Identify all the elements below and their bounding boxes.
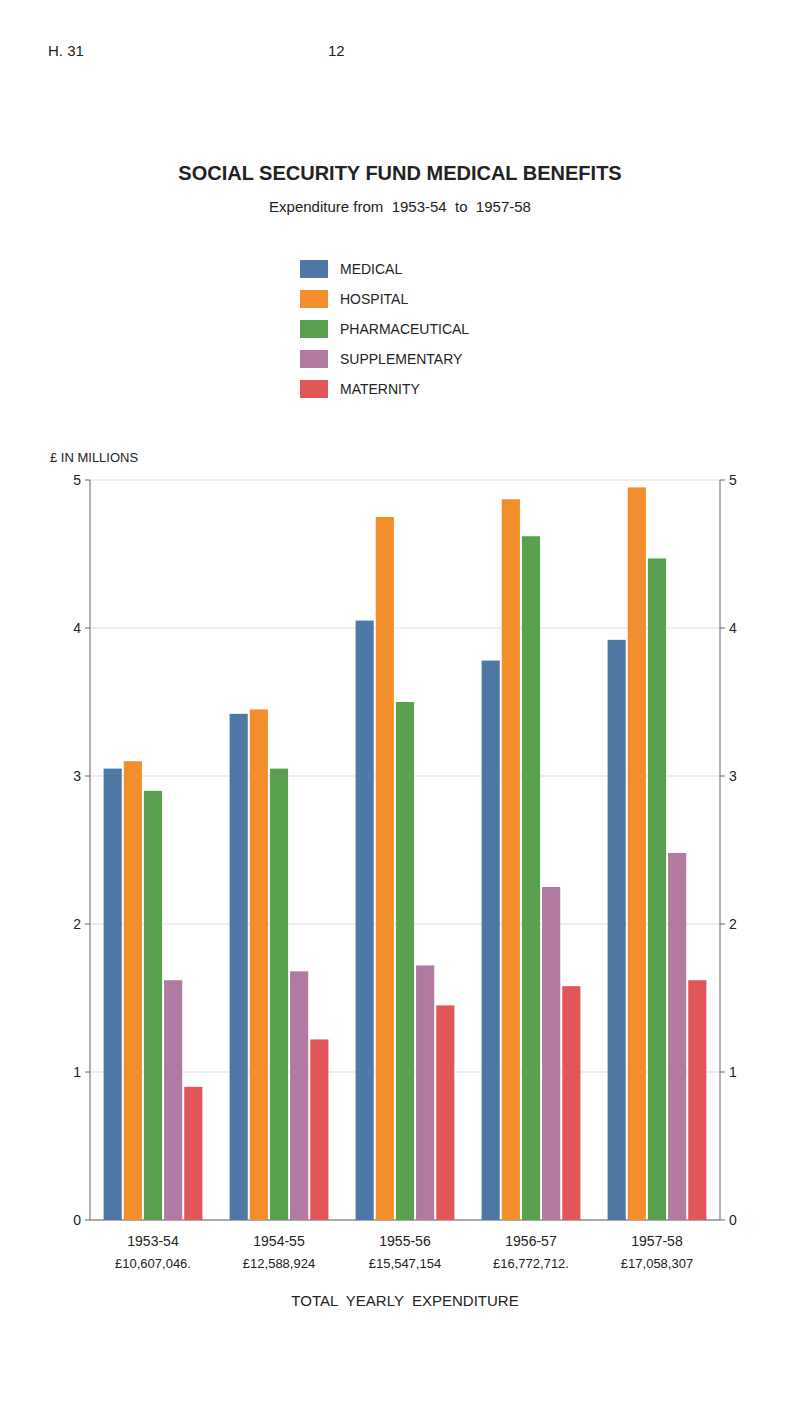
x-tick-label: 1955-56 (379, 1233, 431, 1249)
grid-line (90, 628, 720, 629)
category-annotation: £16,772,712. (493, 1256, 569, 1271)
y2-tick-label: 5 (729, 472, 737, 488)
y2-tick-label: 0 (729, 1212, 737, 1228)
bar (668, 853, 686, 1220)
bar (522, 536, 540, 1220)
x-tick-label: 1954-55 (253, 1233, 305, 1249)
category-annotation: £17,058,307 (621, 1256, 693, 1271)
bar (562, 986, 580, 1220)
bar (416, 965, 434, 1220)
x-tick-label: 1957-58 (631, 1233, 683, 1249)
y-tick (85, 480, 90, 481)
y2-tick (720, 1220, 725, 1221)
y-axis-line (90, 480, 91, 1220)
bar (270, 769, 288, 1220)
y-tick (85, 1220, 90, 1221)
axes: 0 1 2 3 4 5 0 1 2 3 4 5 (73, 472, 737, 1228)
bar (482, 661, 500, 1220)
y-axis-label: £ IN MILLIONS (50, 450, 138, 465)
bar (164, 980, 182, 1220)
bar (376, 517, 394, 1220)
y-tick-label: 4 (73, 620, 81, 636)
legend-swatch (300, 260, 328, 278)
bar (436, 1005, 454, 1220)
y-tick-label: 2 (73, 916, 81, 932)
y-tick (85, 776, 90, 777)
bar (250, 709, 268, 1220)
legend-swatch (300, 290, 328, 308)
bar (144, 791, 162, 1220)
category-annotation: £15,547,154 (369, 1256, 441, 1271)
y-tick-label: 5 (73, 472, 81, 488)
y2-tick-label: 1 (729, 1064, 737, 1080)
y2-tick-label: 4 (729, 620, 737, 636)
y-tick (85, 1072, 90, 1073)
bar (542, 887, 560, 1220)
legend-swatch (300, 320, 328, 338)
bar (648, 558, 666, 1220)
bar (502, 499, 520, 1220)
bar (184, 1087, 202, 1220)
title: SOCIAL SECURITY FUND MEDICAL BENEFITS (178, 162, 621, 184)
bar (396, 702, 414, 1220)
subtitle: Expenditure from 1953-54 to 1957-58 (269, 198, 531, 215)
bar (628, 487, 646, 1220)
y2-tick (720, 480, 725, 481)
y2-tick (720, 924, 725, 925)
x-tick-label: 1953-54 (127, 1233, 179, 1249)
bar (290, 971, 308, 1220)
grid-line (90, 480, 720, 481)
legend-swatch (300, 350, 328, 368)
legend-label: MEDICAL (340, 261, 402, 277)
legend-label: MATERNITY (340, 381, 421, 397)
bar (688, 980, 706, 1220)
legend-label: PHARMACEUTICAL (340, 321, 469, 337)
bar (124, 761, 142, 1220)
y2-tick (720, 776, 725, 777)
y2-axis-line (720, 480, 721, 1220)
bars (104, 487, 707, 1220)
legend-label: HOSPITAL (340, 291, 408, 307)
y-tick-label: 0 (73, 1212, 81, 1228)
page-header: H. 31 (48, 42, 84, 59)
y-tick-label: 3 (73, 768, 81, 784)
page-header: 12 (328, 42, 345, 59)
y-tick-label: 1 (73, 1064, 81, 1080)
y2-tick (720, 1072, 725, 1073)
legend: MEDICAL HOSPITAL PHARMACEUTICAL SUPPLEMENTA… (300, 260, 469, 398)
y2-tick-label: 2 (729, 916, 737, 932)
y-tick (85, 924, 90, 925)
y-tick (85, 628, 90, 629)
y2-tick-label: 3 (729, 768, 737, 784)
bar (104, 769, 122, 1220)
bar (230, 714, 248, 1220)
bar (310, 1039, 328, 1220)
x-axis-label: TOTAL YEARLY EXPENDITURE (291, 1292, 518, 1309)
legend-swatch (300, 380, 328, 398)
bar (608, 640, 626, 1220)
bar (356, 621, 374, 1220)
x-tick-label: 1956-57 (505, 1233, 557, 1249)
legend-label: SUPPLEMENTARY (340, 351, 463, 367)
y2-tick (720, 628, 725, 629)
category-annotation: £10,607,046. (115, 1256, 191, 1271)
category-annotation: £12,588,924 (243, 1256, 315, 1271)
chart: H. 3112SOCIAL SECURITY FUND MEDICAL BENE… (0, 0, 800, 1426)
